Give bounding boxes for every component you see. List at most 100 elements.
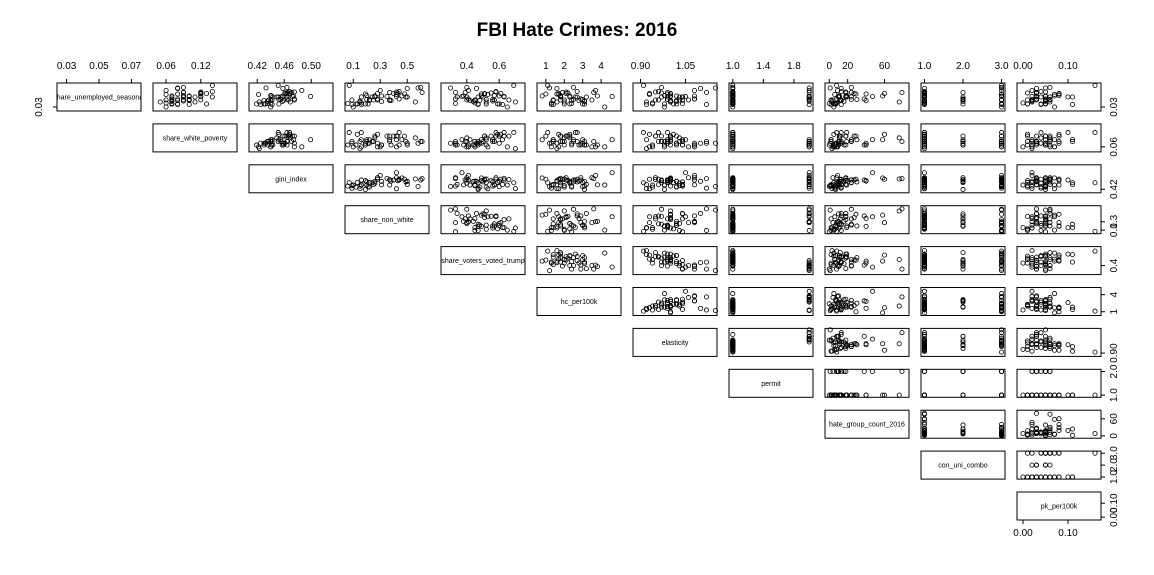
data-point — [999, 392, 1005, 398]
x-tick-label: 1 — [543, 61, 549, 72]
data-point — [1029, 474, 1035, 480]
data-point — [692, 218, 698, 224]
data-point — [1029, 172, 1035, 178]
data-point — [1065, 177, 1071, 183]
data-point — [896, 257, 902, 263]
data-point — [854, 255, 860, 261]
x-tick-label: 0.46 — [275, 61, 295, 72]
data-point — [582, 142, 588, 148]
data-point — [830, 369, 836, 375]
data-point — [665, 216, 671, 222]
data-point — [464, 85, 470, 91]
data-point — [999, 83, 1005, 89]
data-point — [668, 133, 674, 139]
data-point — [554, 210, 560, 216]
data-point — [704, 102, 710, 108]
data-point — [806, 207, 812, 213]
data-point — [387, 177, 393, 183]
data-point — [1047, 137, 1053, 143]
data-point — [848, 90, 854, 96]
data-point — [1029, 450, 1035, 456]
data-point — [921, 98, 927, 104]
diagonal-cell-gini_index: gini_index — [248, 164, 334, 194]
data-point — [1038, 180, 1044, 186]
data-point — [1038, 299, 1044, 305]
scatter-panel-share_white_poverty-vs-pk_per100k — [1016, 123, 1102, 153]
data-point — [656, 176, 662, 182]
data-point — [254, 142, 260, 148]
data-point — [668, 98, 674, 104]
data-point — [960, 213, 966, 219]
y-tick-label: 0 — [1109, 433, 1120, 439]
data-point — [459, 137, 465, 143]
data-point — [609, 170, 615, 176]
data-point — [896, 392, 902, 398]
data-point — [960, 429, 966, 435]
data-point — [459, 170, 465, 176]
data-point — [829, 146, 835, 152]
y-tick-label: 2.0 — [1109, 458, 1120, 472]
data-point — [346, 180, 352, 186]
data-point — [1034, 177, 1040, 183]
data-point — [896, 176, 902, 182]
data-point — [650, 257, 656, 263]
data-point — [730, 101, 736, 107]
data-point — [589, 97, 595, 103]
data-point — [641, 83, 647, 89]
data-point — [1056, 211, 1062, 217]
data-point — [999, 268, 1005, 274]
data-point — [490, 223, 496, 229]
panel-frame — [728, 123, 814, 153]
data-point — [269, 137, 275, 143]
data-point — [539, 93, 545, 99]
data-point — [287, 91, 293, 97]
data-point — [1038, 228, 1044, 234]
data-point — [357, 186, 363, 192]
data-point — [838, 102, 844, 108]
data-point — [490, 225, 496, 231]
data-point — [704, 206, 710, 212]
data-point — [1056, 305, 1062, 311]
data-point — [512, 186, 518, 192]
data-point — [704, 294, 710, 300]
scatter-panel-gini_index-vs-share_voters_voted_trump — [440, 164, 526, 194]
data-point — [683, 214, 689, 220]
data-point — [692, 177, 698, 183]
data-point — [806, 184, 812, 190]
data-point — [960, 140, 966, 146]
data-point — [960, 99, 966, 105]
data-point — [574, 130, 580, 136]
data-point — [999, 342, 1005, 348]
data-point — [806, 293, 812, 299]
y-tick-label: 1 — [1109, 309, 1120, 315]
data-point — [561, 208, 567, 214]
panel-frame — [1016, 409, 1102, 439]
data-point — [704, 90, 710, 96]
data-point — [896, 135, 902, 141]
data-point — [848, 137, 854, 143]
data-point — [829, 348, 835, 354]
data-point — [391, 133, 397, 139]
data-point — [834, 308, 840, 314]
data-point — [806, 261, 812, 267]
data-point — [482, 215, 488, 221]
data-point — [704, 140, 710, 146]
data-point — [863, 258, 869, 264]
x-tick-label: 0.90 — [631, 61, 651, 72]
data-point — [545, 180, 551, 186]
data-point — [921, 186, 927, 192]
data-point — [1056, 342, 1062, 348]
data-point — [730, 138, 736, 144]
data-point — [1056, 223, 1062, 229]
data-point — [415, 184, 421, 190]
data-point — [594, 264, 600, 270]
data-point — [269, 138, 275, 144]
data-point — [192, 94, 198, 100]
data-point — [1029, 222, 1035, 228]
data-point — [960, 304, 966, 310]
data-point — [870, 170, 876, 176]
data-point — [1070, 221, 1076, 227]
data-point — [375, 144, 381, 150]
data-point — [354, 131, 360, 137]
data-point — [730, 250, 736, 256]
